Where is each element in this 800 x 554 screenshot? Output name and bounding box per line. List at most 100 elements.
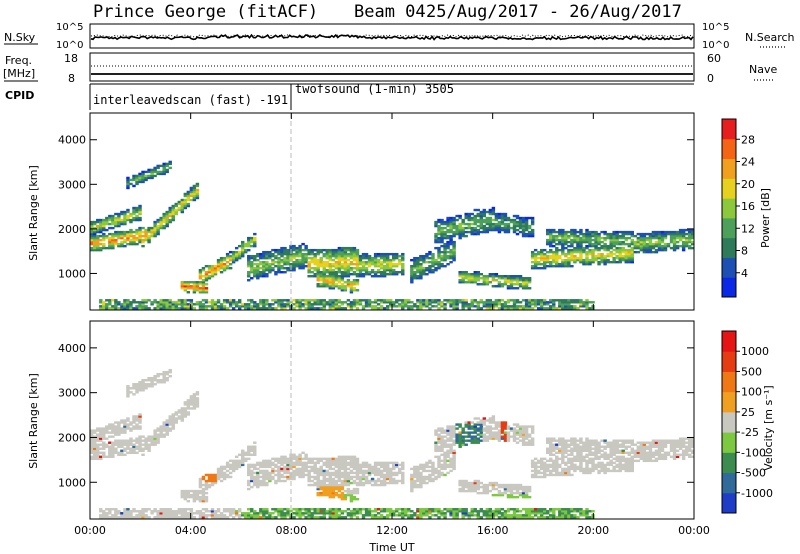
velocity-cell xyxy=(473,479,477,483)
power-cell xyxy=(564,305,568,308)
velocity-cell xyxy=(156,381,160,384)
power-cell xyxy=(213,305,218,308)
velocity-cell xyxy=(144,383,148,386)
velocity-cell xyxy=(316,487,320,491)
velocity-cell xyxy=(373,471,378,475)
velocity-cell xyxy=(413,475,417,479)
velocity-cell xyxy=(210,479,215,483)
velocity-cell xyxy=(334,465,339,469)
power-cell xyxy=(458,226,462,230)
velocity-cell xyxy=(310,516,314,519)
power-cell xyxy=(552,301,556,304)
power-cell xyxy=(500,275,505,278)
velocity-cell xyxy=(373,481,378,485)
power-cell xyxy=(482,208,487,212)
power-cell xyxy=(93,238,97,242)
velocity-cell xyxy=(180,508,185,511)
velocity-cell xyxy=(283,465,287,469)
velocity-cell xyxy=(271,508,275,511)
velocity-cell xyxy=(352,467,357,471)
power-heatmap xyxy=(90,160,695,310)
power-cell xyxy=(552,238,556,242)
velocity-cell xyxy=(231,508,236,511)
power-cell xyxy=(328,299,332,302)
velocity-cell xyxy=(265,473,269,477)
power-cell xyxy=(123,218,127,222)
velocity-cell xyxy=(96,439,100,442)
velocity-cell xyxy=(388,508,393,511)
power-cell xyxy=(597,236,601,240)
velocity-cell xyxy=(373,463,378,467)
cpid-segment-2: twofsound (1-min) 3505 xyxy=(295,82,454,96)
power-cell xyxy=(286,258,290,262)
power-cell xyxy=(201,275,206,278)
power-cell xyxy=(482,210,487,214)
velocity-cell xyxy=(150,512,154,515)
velocity-cell xyxy=(262,477,266,481)
power-cell xyxy=(174,210,178,214)
power-cell xyxy=(328,268,332,272)
power-cell xyxy=(564,254,568,258)
power-cell xyxy=(546,250,550,254)
power-cell xyxy=(473,301,477,304)
power-cell xyxy=(277,258,281,262)
velocity-cell xyxy=(340,463,345,467)
power-cell xyxy=(340,248,345,252)
power-cell xyxy=(259,299,263,302)
power-cell xyxy=(156,220,160,224)
power-cell xyxy=(582,246,586,250)
velocity-cell xyxy=(262,459,266,463)
power-cell xyxy=(437,256,441,260)
power-cell xyxy=(452,250,456,254)
velocity-cell xyxy=(419,471,423,475)
velocity-cell xyxy=(482,427,487,430)
power-cell xyxy=(162,170,166,174)
power-cell xyxy=(355,275,360,278)
velocity-cell xyxy=(90,445,94,448)
power-cell xyxy=(452,246,456,250)
velocity-cell xyxy=(277,467,281,471)
power-cell xyxy=(552,240,556,244)
power-cell xyxy=(476,208,480,212)
velocity-cell xyxy=(132,387,136,390)
power-cell xyxy=(237,301,242,304)
power-cell xyxy=(428,260,432,264)
power-cell xyxy=(244,248,248,252)
power-cell xyxy=(470,228,474,232)
power-cell xyxy=(382,258,387,262)
power-cell xyxy=(570,305,574,308)
power-cell xyxy=(244,305,248,308)
velocity-cell xyxy=(470,425,474,428)
power-cell xyxy=(413,273,417,276)
power-cell xyxy=(660,238,665,242)
power-cell xyxy=(265,262,269,266)
velocity-cell xyxy=(277,508,281,511)
power-cell xyxy=(597,246,601,250)
power-cell xyxy=(506,307,511,310)
velocity-cell xyxy=(162,512,166,515)
velocity-cell xyxy=(452,425,456,428)
velocity-cell xyxy=(274,469,278,473)
power-cell xyxy=(564,262,568,266)
velocity-cell xyxy=(425,512,429,515)
velocity-cell xyxy=(192,512,197,515)
power-cell xyxy=(189,186,194,190)
velocity-cell xyxy=(93,455,97,459)
velocity-cell xyxy=(455,512,459,515)
power-cell xyxy=(180,305,185,308)
power-cell xyxy=(690,232,695,236)
power-cell xyxy=(156,228,160,232)
power-cell xyxy=(319,264,323,268)
power-cell xyxy=(277,305,281,308)
velocity-cell xyxy=(241,512,245,515)
velocity-cell xyxy=(407,516,411,519)
velocity-cell xyxy=(201,487,206,491)
power-cell xyxy=(434,232,438,236)
velocity-cell xyxy=(93,457,97,461)
velocity-cell xyxy=(141,385,145,388)
velocity-cell xyxy=(138,387,142,390)
power-cell xyxy=(630,256,634,260)
velocity-cell xyxy=(461,487,465,491)
velocity-cell xyxy=(192,516,197,519)
velocity-cell xyxy=(228,510,233,513)
